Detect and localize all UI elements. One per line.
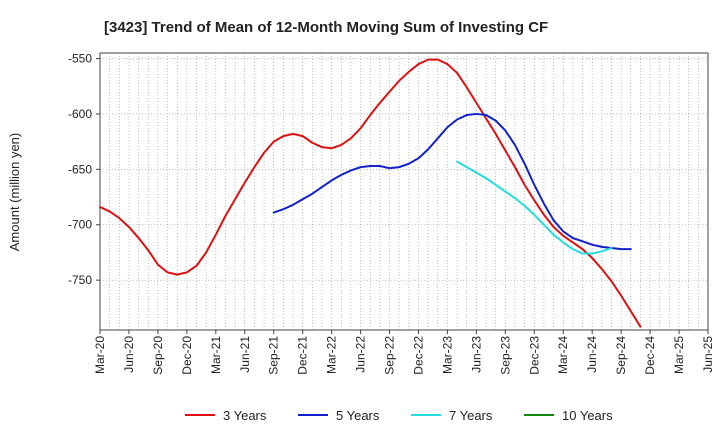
x-tick-label: Dec-20 bbox=[180, 336, 194, 375]
legend: 3 Years 5 Years 7 Years 10 Years bbox=[185, 408, 613, 423]
series-line-5-years bbox=[272, 112, 632, 251]
x-tick-label: Jun-23 bbox=[469, 336, 483, 373]
x-tick-label: Dec-22 bbox=[411, 336, 425, 375]
y-tick-label: -700 bbox=[68, 218, 92, 232]
x-tick-label: Mar-24 bbox=[556, 336, 570, 374]
x-tick-label: Jun-22 bbox=[354, 336, 368, 373]
series-line-3-years bbox=[99, 58, 642, 328]
x-tick-label: Dec-21 bbox=[296, 336, 310, 375]
x-tick-label: Sep-24 bbox=[614, 336, 628, 375]
y-tick-label: -650 bbox=[68, 162, 92, 176]
x-tick-label: Mar-20 bbox=[93, 336, 107, 374]
legend-label: 5 Years bbox=[336, 408, 380, 423]
x-tick-label: Mar-25 bbox=[672, 336, 686, 374]
y-axis-label: Amount (million yen) bbox=[7, 133, 22, 252]
x-tick-label: Jun-24 bbox=[585, 336, 599, 373]
x-tick-label: Sep-22 bbox=[383, 336, 397, 375]
legend-label: 7 Years bbox=[449, 408, 493, 423]
x-tick-label: Mar-23 bbox=[440, 336, 454, 374]
x-tick-label: Mar-21 bbox=[209, 336, 223, 374]
y-tick-label: -750 bbox=[68, 273, 92, 287]
series-line-7-years bbox=[456, 160, 613, 255]
x-tick-label: Jun-21 bbox=[238, 336, 252, 373]
y-tick-label: -550 bbox=[68, 52, 92, 66]
x-tick-label: Sep-21 bbox=[267, 336, 281, 375]
x-tick-label: Sep-20 bbox=[151, 336, 165, 375]
plot-frame bbox=[99, 52, 709, 331]
x-tick-label: Dec-23 bbox=[527, 336, 541, 375]
series-group bbox=[99, 58, 642, 328]
x-axis: Mar-20 Jun-20 Sep-20 Dec-20 Mar-21 Jun-21 Sep-… bbox=[93, 330, 715, 375]
x-tick-label: Dec-24 bbox=[643, 336, 657, 375]
x-tick-label: Mar-22 bbox=[325, 336, 339, 374]
x-tick-label: Jun-20 bbox=[122, 336, 136, 373]
x-tick-label: Sep-23 bbox=[498, 336, 512, 375]
y-tick-label: -600 bbox=[68, 107, 92, 121]
y-axis: -550 -600 -650 -700 -750 bbox=[68, 52, 100, 287]
chart-title: [3423] Trend of Mean of 12-Month Moving … bbox=[104, 19, 548, 36]
legend-label: 10 Years bbox=[562, 408, 613, 423]
x-tick-label: Jun-25 bbox=[701, 336, 715, 373]
legend-label: 3 Years bbox=[223, 408, 267, 423]
